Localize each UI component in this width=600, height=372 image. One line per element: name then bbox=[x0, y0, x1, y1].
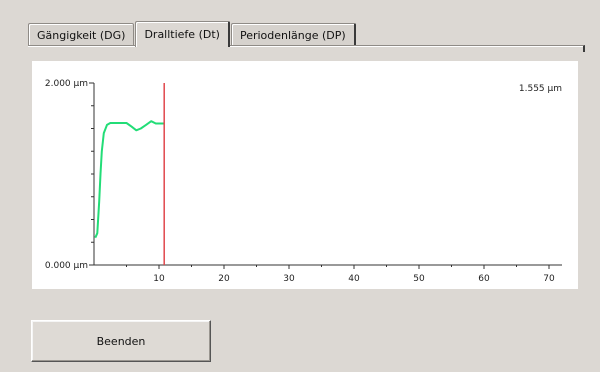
x-tick-label: 60 bbox=[478, 274, 490, 284]
tab-gaengigkeit[interactable]: Gängigkeit (DG) bbox=[28, 23, 135, 46]
value-readout: 1.555 µm bbox=[518, 84, 562, 94]
tab-baseline bbox=[28, 45, 585, 52]
x-tick-label: 20 bbox=[218, 274, 230, 284]
y-tick-label-min: 0.000 µm bbox=[45, 261, 88, 271]
y-tick-label-max: 2.000 µm bbox=[45, 79, 88, 89]
tab-dralltiefe[interactable]: Dralltiefe (Dt) bbox=[135, 21, 230, 47]
x-tick-label: 70 bbox=[543, 274, 555, 284]
dralltiefe-chart: 2.000 µm 0.000 µm 10 20 30 40 50 60 70 bbox=[45, 79, 562, 284]
x-tick-label: 50 bbox=[413, 274, 425, 284]
x-tick-label: 40 bbox=[348, 274, 360, 284]
chart-panel: 2.000 µm 0.000 µm 10 20 30 40 50 60 70 1.555 µm bbox=[32, 61, 578, 289]
series-line bbox=[94, 120, 165, 239]
tab-strip: Gängigkeit (DG) Dralltiefe (Dt) Perioden… bbox=[28, 20, 357, 47]
tab-periodenlaenge[interactable]: Periodenlänge (DP) bbox=[230, 23, 356, 46]
close-button[interactable]: Beenden bbox=[31, 320, 211, 362]
x-tick-label: 30 bbox=[283, 274, 295, 284]
x-tick-label: 10 bbox=[153, 274, 165, 284]
